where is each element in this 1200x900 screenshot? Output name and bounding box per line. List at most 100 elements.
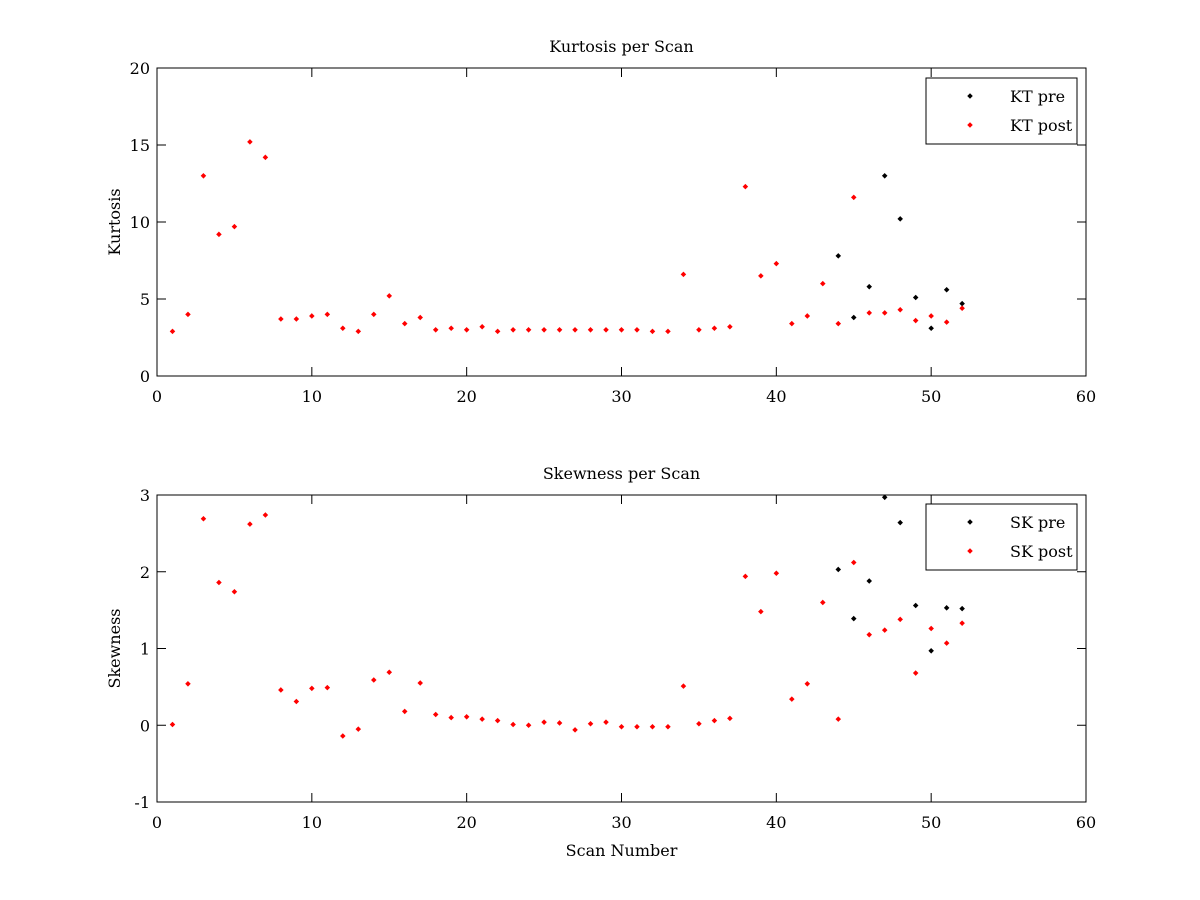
skewness-pre-point [897, 519, 903, 526]
kurtosis-pre-point [850, 314, 857, 321]
skewness-pre-point [835, 566, 842, 573]
kurtosis-post-point [959, 305, 965, 312]
kurtosis-y-tick-label: 20 [130, 59, 150, 78]
skewness-post-point [618, 724, 625, 730]
skewness-post-point [293, 698, 300, 705]
skewness-x-tick-label: 40 [766, 813, 786, 832]
kurtosis-y-axis-label: Kurtosis [105, 188, 124, 255]
skewness-post-point [850, 559, 857, 566]
kurtosis-post-point [401, 320, 408, 327]
skewness-post-point [216, 579, 222, 586]
skewness-pre-point [959, 605, 965, 612]
kurtosis-pre-point [897, 216, 903, 222]
kurtosis-post-point [680, 271, 687, 278]
skewness-x-tick-label: 0 [152, 813, 162, 832]
skewness-post-point [401, 708, 408, 715]
skewness-post-point [603, 719, 609, 725]
kurtosis-post-point [216, 231, 222, 238]
skewness-y-axis-label: Skewness [105, 608, 124, 688]
kurtosis-pre-legend-label: KT pre [1010, 87, 1065, 106]
skewness-post-point [634, 724, 640, 730]
kurtosis-post-point [324, 311, 331, 318]
skewness-post-point [897, 616, 903, 623]
kurtosis-post-point [850, 194, 857, 201]
skewness-post-legend-marker [967, 548, 973, 554]
kurtosis-post-point [804, 313, 811, 319]
skewness-x-tick-label: 30 [611, 813, 631, 832]
skewness-pre-point [943, 605, 950, 611]
skewness-post-point [386, 669, 393, 676]
skewness-post-point [928, 625, 934, 632]
kurtosis-post-point [432, 327, 439, 333]
kurtosis-post-point [897, 307, 903, 313]
skewness-post-point [820, 599, 826, 606]
kurtosis-post-point [742, 183, 749, 190]
skewness-post-point [696, 720, 702, 727]
skewness-post-point [510, 721, 516, 728]
kurtosis-post-point [820, 280, 826, 287]
kurtosis-x-tick-label: 30 [611, 387, 631, 406]
kurtosis-pre-point [835, 253, 842, 259]
kurtosis-post-point [386, 293, 393, 299]
skewness-post-point [959, 620, 965, 626]
kurtosis-post-point [789, 320, 795, 327]
kurtosis-y-tick-label: 5 [140, 290, 150, 309]
skewness-post-point [185, 681, 191, 687]
skewness-post-point [680, 683, 687, 689]
skewness-y-tick-label: 0 [140, 716, 150, 735]
skewness-post-point [340, 733, 346, 739]
skewness-pre-point [850, 615, 857, 622]
kurtosis-post-point [912, 317, 919, 324]
kurtosis-y-tick-label: 0 [140, 367, 150, 386]
skewness-post-point [371, 677, 377, 683]
kurtosis-pre-point [912, 294, 919, 301]
kurtosis-y-tick-label: 15 [130, 136, 150, 155]
kurtosis-legend-box [925, 77, 1078, 145]
skewness-post-point [572, 727, 578, 733]
skewness-x-tick-label: 60 [1076, 813, 1096, 832]
kurtosis-post-point [479, 323, 485, 330]
skewness-post-point [665, 724, 671, 730]
skewness-post-point [200, 516, 207, 522]
kurtosis-pre-point [928, 325, 934, 332]
skewness-post-point [479, 716, 485, 722]
kurtosis-pre-legend-marker [967, 93, 973, 99]
skewness-y-tick-label: 1 [140, 640, 150, 659]
skewness-post-point [309, 685, 315, 692]
kurtosis-post-point [928, 313, 934, 319]
kurtosis-post-point [618, 327, 625, 333]
kurtosis-post-point [866, 310, 872, 316]
skewness-post-point [448, 714, 454, 721]
kurtosis-pre-point [881, 173, 888, 179]
skewness-post-point [417, 680, 423, 686]
skewness-post-point [278, 687, 284, 693]
skewness-post-point [463, 714, 470, 720]
skewness-post-point [649, 724, 656, 730]
skewness-post-point [247, 521, 253, 527]
kurtosis-post-point [309, 313, 315, 319]
skewness-post-point [881, 627, 888, 633]
skewness-post-point [758, 608, 764, 615]
kurtosis-post-point [665, 328, 671, 335]
skewness-post-point [943, 640, 950, 646]
skewness-pre-legend-marker [967, 519, 973, 525]
kurtosis-chart-title: Kurtosis per Scan [549, 37, 693, 56]
skewness-post-point [742, 573, 749, 580]
skewness-post-point [355, 726, 362, 732]
kurtosis-x-tick-label: 40 [766, 387, 786, 406]
kurtosis-post-point [711, 325, 718, 332]
kurtosis-pre-point [943, 286, 950, 293]
skewness-post-point [773, 570, 780, 577]
skewness-post-point [231, 588, 238, 595]
skewness-x-axis-label: Scan Number [566, 841, 678, 860]
skewness-chart-title: Skewness per Scan [543, 464, 700, 483]
kurtosis-post-point [835, 320, 842, 327]
kurtosis-x-tick-label: 10 [302, 387, 322, 406]
skewness-y-tick-label: 3 [140, 486, 150, 505]
kurtosis-post-point [340, 325, 346, 332]
skewness-post-point [494, 717, 501, 724]
kurtosis-plot: 0 10 20 30 40 50 60 0 5 10 15 20 Kurtosis per Scan Ku… [105, 37, 1096, 406]
skewness-pre-point [866, 578, 872, 584]
kurtosis-x-tick-label: 20 [456, 387, 476, 406]
